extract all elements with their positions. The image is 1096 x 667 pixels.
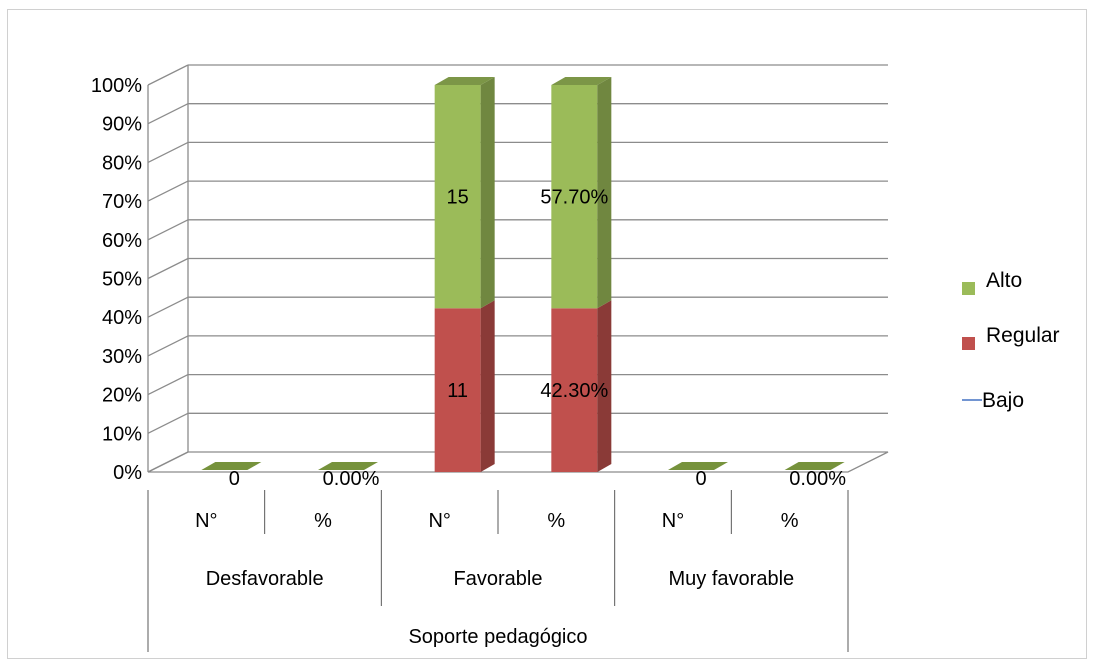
gridline-diagonal <box>147 141 189 163</box>
y-axis: 0% 10% 20% 30% 40% 50% 60% 70% 80% 90% 100% <box>91 75 142 484</box>
y-tick-label: 50% <box>102 269 142 291</box>
bar-top <box>434 77 495 85</box>
x-tick-label: % <box>314 510 332 532</box>
y-tick-label: 70% <box>102 191 142 213</box>
legend-swatch <box>962 337 975 350</box>
legend-swatch <box>962 282 975 295</box>
x-group-label: Desfavorable <box>206 568 324 590</box>
bar-segment <box>551 308 598 472</box>
legend: Alto Regular Bajo <box>962 269 1060 412</box>
x-tick-label: % <box>781 510 799 532</box>
x-tick-label: N° <box>195 510 217 532</box>
data-label: 0 <box>229 468 240 490</box>
bar-segment <box>551 85 598 309</box>
bar-top <box>551 77 612 85</box>
gridline-diagonal <box>147 180 189 202</box>
gridline-diagonal <box>147 103 189 125</box>
gridline-diagonal <box>147 412 189 434</box>
data-label: 0 <box>695 468 706 490</box>
gridline-diagonal <box>147 64 189 86</box>
gridline-diagonal <box>147 296 189 318</box>
y-tick-label: 40% <box>102 307 142 329</box>
data-labels: 0 0.00% 11 15 42.30% 57.70% 0 0.00% <box>229 187 846 490</box>
bar-top <box>784 462 845 470</box>
bars <box>201 77 845 472</box>
y-tick-label: 100% <box>91 75 142 97</box>
x-tick-label: N° <box>662 510 684 532</box>
x-group-label: Muy favorable <box>669 568 795 590</box>
gridline-diagonal <box>147 257 189 280</box>
legend-label: Alto <box>986 269 1022 292</box>
gridline-diagonal <box>147 374 189 396</box>
y-tick-label: 30% <box>102 346 142 368</box>
x-group-label: Favorable <box>454 568 543 590</box>
x-axis: N°% N°% N° % Desfavorable Favorable Muy favora… <box>147 490 849 652</box>
bar-side <box>597 300 612 472</box>
legend-label: Bajo <box>982 389 1024 412</box>
x-outer-label: Soporte pedagógico <box>408 626 587 648</box>
gridline-diagonal <box>147 335 189 357</box>
bar-top <box>318 462 378 470</box>
bar-top <box>201 462 262 470</box>
data-label: 0.00% <box>789 468 846 490</box>
x-tick-label: N° <box>428 510 450 532</box>
chart-walls <box>147 64 889 473</box>
bar-segment <box>434 308 481 472</box>
x-tick-label: % <box>547 510 565 532</box>
bar-top <box>668 462 728 470</box>
y-tick-label: 20% <box>102 385 142 407</box>
gridline-diagonal <box>147 451 189 473</box>
y-tick-label: 60% <box>102 230 142 252</box>
bar-side <box>480 77 495 309</box>
gridline-diagonal <box>147 219 189 241</box>
data-label: 0.00% <box>323 468 380 490</box>
bar-segment <box>434 85 481 309</box>
data-label: 15 <box>447 187 469 209</box>
legend-label: Regular <box>986 324 1060 347</box>
data-label: 42.30% <box>540 380 608 402</box>
y-tick-label: 10% <box>102 423 142 445</box>
y-tick-label: 0% <box>113 462 142 484</box>
y-tick-label: 90% <box>102 114 142 136</box>
bar-side <box>480 300 495 472</box>
data-label: 57.70% <box>540 187 608 209</box>
chart-frame <box>7 9 1087 659</box>
bar-side <box>597 77 612 309</box>
data-label: 11 <box>447 380 468 402</box>
y-tick-label: 80% <box>102 152 142 174</box>
